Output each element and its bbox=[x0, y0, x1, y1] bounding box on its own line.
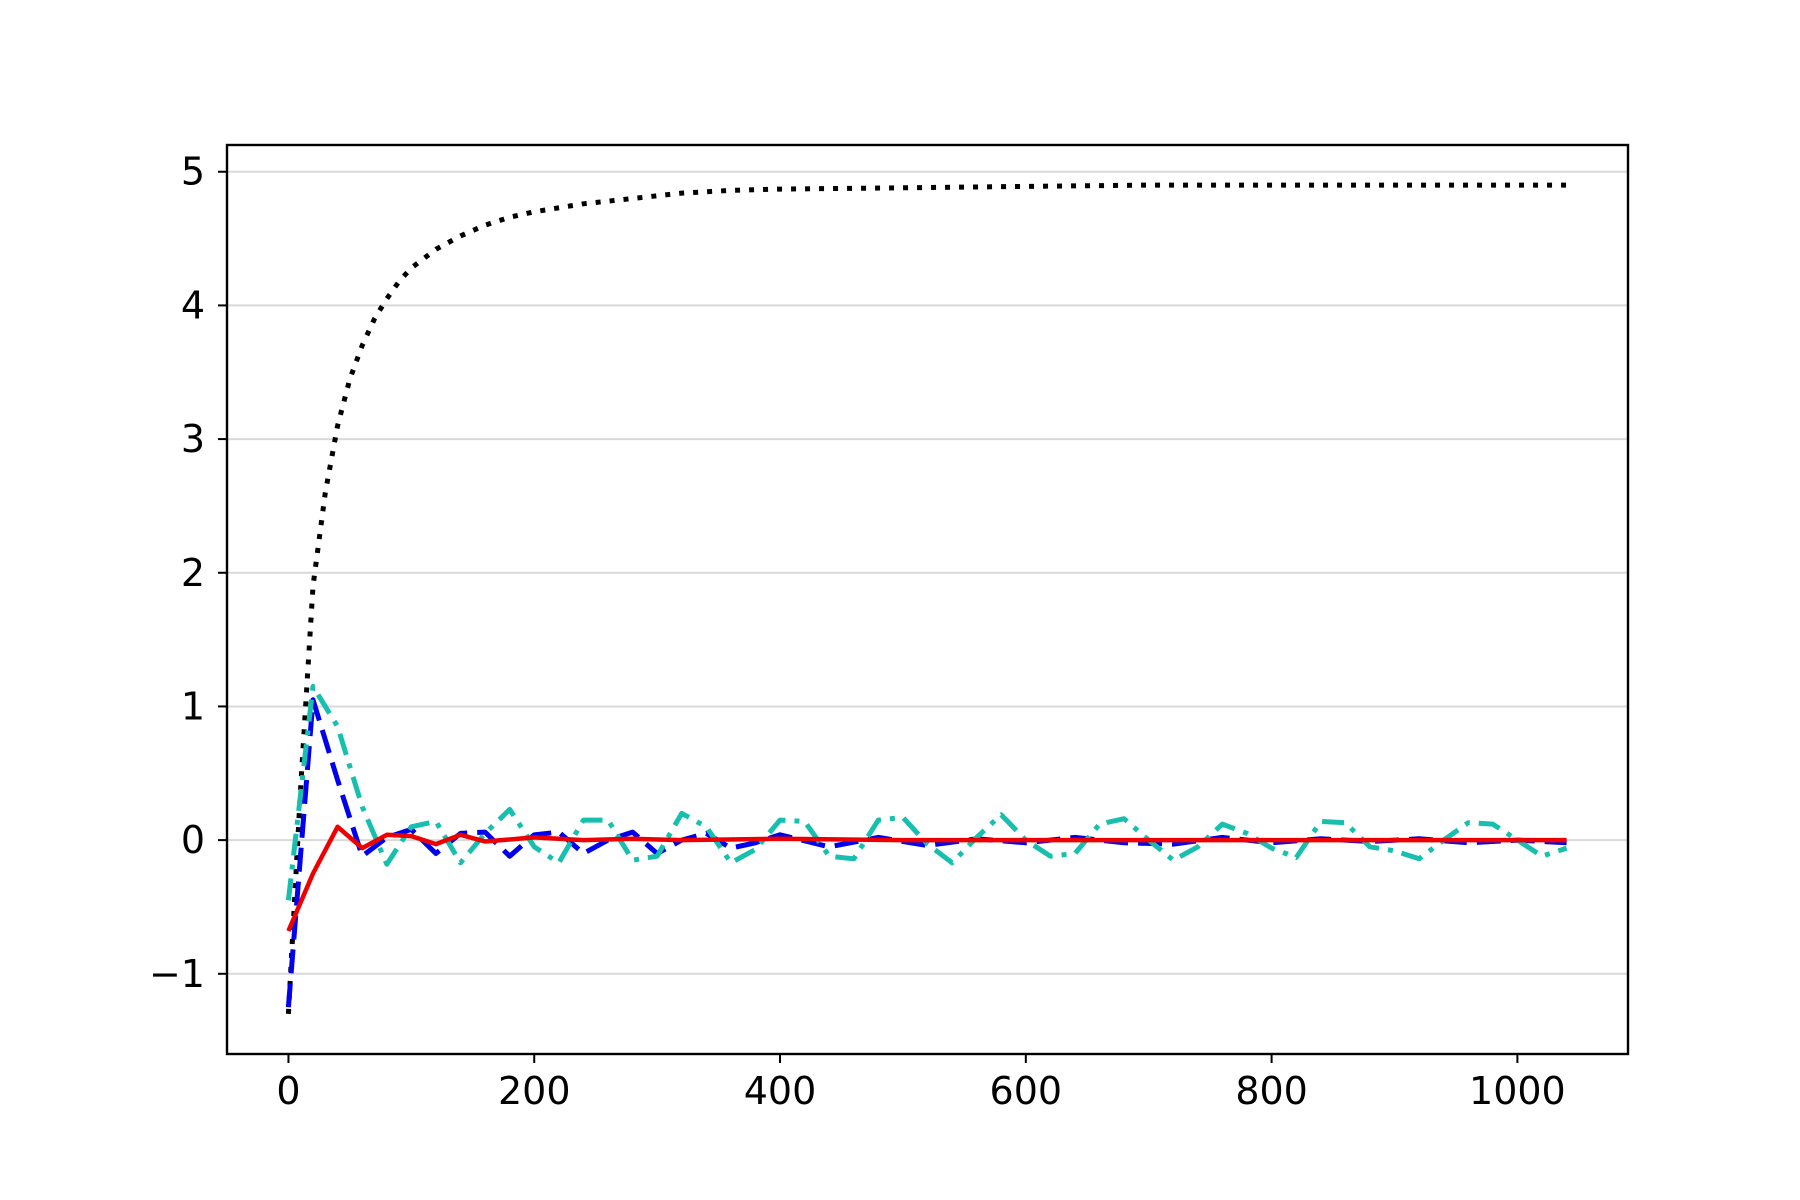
y-tick-label: 2 bbox=[181, 551, 205, 595]
axis-ticks: −1 0 1 2 3 4 5 0 200 400 600 800 1000 bbox=[149, 150, 1566, 1113]
x-tick-label: 0 bbox=[276, 1069, 300, 1113]
solid-series-line bbox=[286, 824, 1567, 932]
plot-series bbox=[285, 182, 1568, 1015]
y-tick-label: −1 bbox=[149, 952, 205, 996]
y-grid-lines bbox=[227, 170, 1628, 975]
dotted-series-line bbox=[285, 182, 1567, 1015]
x-tick-label: 600 bbox=[990, 1069, 1063, 1113]
x-tick-label: 800 bbox=[1235, 1069, 1308, 1113]
dashdot-series-line bbox=[285, 683, 1568, 901]
y-tick-label: 4 bbox=[181, 283, 205, 327]
y-tick-label: 0 bbox=[181, 818, 205, 862]
y-tick-label: 1 bbox=[181, 684, 205, 728]
axes-frame bbox=[225, 143, 1630, 1056]
dashed-series-line bbox=[285, 697, 1567, 1008]
y-tick-label: 3 bbox=[181, 417, 205, 461]
x-tick-label: 200 bbox=[498, 1069, 571, 1113]
x-tick-label: 1000 bbox=[1469, 1069, 1566, 1113]
x-tick-label: 400 bbox=[744, 1069, 817, 1113]
y-tick-label: 5 bbox=[181, 150, 205, 194]
